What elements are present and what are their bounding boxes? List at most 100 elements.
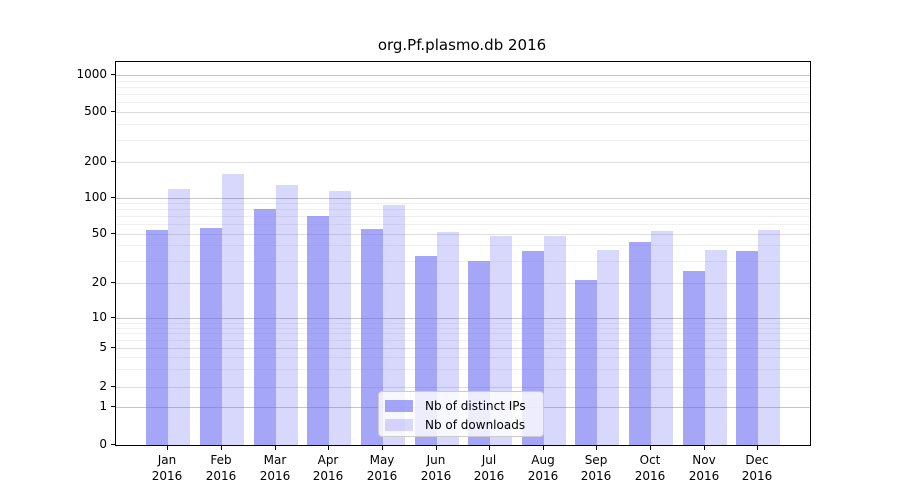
x-tick-mark <box>704 446 705 450</box>
gridline-minor <box>116 245 810 246</box>
bar-downloads-dec <box>758 229 781 445</box>
plot-area <box>115 61 811 446</box>
y-tick-mark <box>111 161 115 162</box>
chart-title: org.Pf.plasmo.db 2016 <box>377 36 547 54</box>
bar-downloads-apr <box>329 191 352 445</box>
x-tick-month: Sep <box>584 453 608 467</box>
gridline-minor <box>116 369 810 370</box>
x-tick-year: 2016 <box>420 469 452 483</box>
y-tick-label: 50 <box>91 225 107 240</box>
x-tick-mark <box>543 446 544 450</box>
bar-distinct-ips-jan <box>146 229 169 445</box>
bar-downloads-may <box>382 205 405 445</box>
y-tick-label: 10 <box>91 310 107 324</box>
y-tick-mark <box>111 444 115 445</box>
y-tick-label: 20 <box>91 274 107 289</box>
x-tick-label-mar: Mar 2016 <box>245 452 305 484</box>
y-tick-label: 100 <box>84 190 107 204</box>
x-tick-month: Mar <box>263 453 287 467</box>
x-tick-label-apr: Apr 2016 <box>298 452 358 484</box>
legend-swatch-bar_distinct_ips <box>385 400 413 412</box>
legend: Nb of distinct IPs Nb of downloads <box>378 391 544 437</box>
bar-downloads-nov <box>704 249 727 445</box>
gridline-minor <box>116 124 810 125</box>
x-tick-mark <box>757 446 758 450</box>
gridline-minor <box>116 357 810 358</box>
x-tick-year: 2016 <box>312 469 344 483</box>
x-tick-label-nov: Nov 2016 <box>674 452 734 484</box>
gridline-mid <box>116 162 810 163</box>
legend-swatch-bar_downloads <box>385 419 413 431</box>
bar-downloads-oct <box>651 231 674 445</box>
x-tick-month: Feb <box>210 453 232 467</box>
gridline-minor <box>116 81 810 82</box>
gridline-mid <box>116 348 810 349</box>
x-tick-label-jun: Jun 2016 <box>406 452 466 484</box>
gridline-minor <box>116 224 810 225</box>
y-tick-mark <box>111 281 115 283</box>
bar-downloads-feb <box>221 174 244 445</box>
x-tick-year: 2016 <box>259 469 291 483</box>
bar-distinct-ips-oct <box>629 241 652 445</box>
bar-distinct-ips-dec <box>736 251 759 445</box>
y-tick-mark <box>111 406 115 407</box>
x-tick-year: 2016 <box>634 469 666 483</box>
legend-row: Nb of downloads <box>385 416 537 434</box>
legend-row: Nb of distinct IPs <box>385 397 537 415</box>
x-tick-label-oct: Oct 2016 <box>620 452 680 484</box>
x-tick-year: 2016 <box>527 469 559 483</box>
y-tick-label: 0 <box>99 437 107 451</box>
bar-distinct-ips-sep <box>575 279 598 445</box>
x-tick-year: 2016 <box>473 469 505 483</box>
y-tick-mark <box>111 197 115 198</box>
gridline-minor <box>116 102 810 103</box>
bar-distinct-ips-mar <box>253 209 276 445</box>
gridline-mid <box>116 283 810 284</box>
x-tick-month: Jun <box>426 453 446 467</box>
x-tick-year: 2016 <box>580 469 612 483</box>
y-tick-label: 1000 <box>76 67 107 81</box>
gridline-mid <box>116 112 810 113</box>
x-tick-month: May <box>369 453 395 467</box>
x-tick-month: Nov <box>692 453 716 467</box>
x-tick-mark <box>221 446 222 450</box>
x-tick-mark <box>382 446 383 450</box>
x-tick-month: Dec <box>745 453 769 467</box>
bar-distinct-ips-feb <box>199 227 222 445</box>
gridline-minor <box>116 323 810 324</box>
x-tick-month: Apr <box>317 453 339 467</box>
x-tick-mark <box>436 446 437 450</box>
gridline-mid <box>116 387 810 388</box>
x-tick-year: 2016 <box>366 469 398 483</box>
gridline-minor <box>116 94 810 95</box>
gridline-minor <box>116 340 810 341</box>
gridline-minor <box>116 328 810 329</box>
x-tick-mark <box>328 446 329 450</box>
gridline-minor <box>116 261 810 262</box>
legend-label: Nb of downloads <box>425 418 526 432</box>
x-tick-label-aug: Aug 2016 <box>513 452 573 484</box>
gridline-major <box>116 318 810 319</box>
gridline-minor <box>116 333 810 334</box>
bar-distinct-ips-nov <box>682 270 705 445</box>
legend-label: Nb of distinct IPs <box>425 399 526 413</box>
gridline-minor <box>116 87 810 88</box>
x-tick-label-may: May 2016 <box>352 452 412 484</box>
x-tick-label-dec: Dec 2016 <box>727 452 787 484</box>
gridline-minor <box>116 203 810 204</box>
y-tick-label: 2 <box>99 378 107 393</box>
x-tick-year: 2016 <box>688 469 720 483</box>
y-tick-mark <box>111 232 115 234</box>
x-tick-month: Aug <box>531 453 555 467</box>
y-tick-label: 5 <box>99 340 107 354</box>
x-tick-label-sep: Sep 2016 <box>566 452 626 484</box>
bar-downloads-jan <box>168 189 191 445</box>
x-tick-mark <box>489 446 490 450</box>
y-tick-mark <box>111 317 115 318</box>
x-tick-month: Jul <box>481 453 497 467</box>
gridline-minor <box>116 140 810 141</box>
x-tick-label-jan: Jan 2016 <box>137 452 197 484</box>
y-tick-mark <box>111 385 115 387</box>
x-tick-mark <box>596 446 597 450</box>
